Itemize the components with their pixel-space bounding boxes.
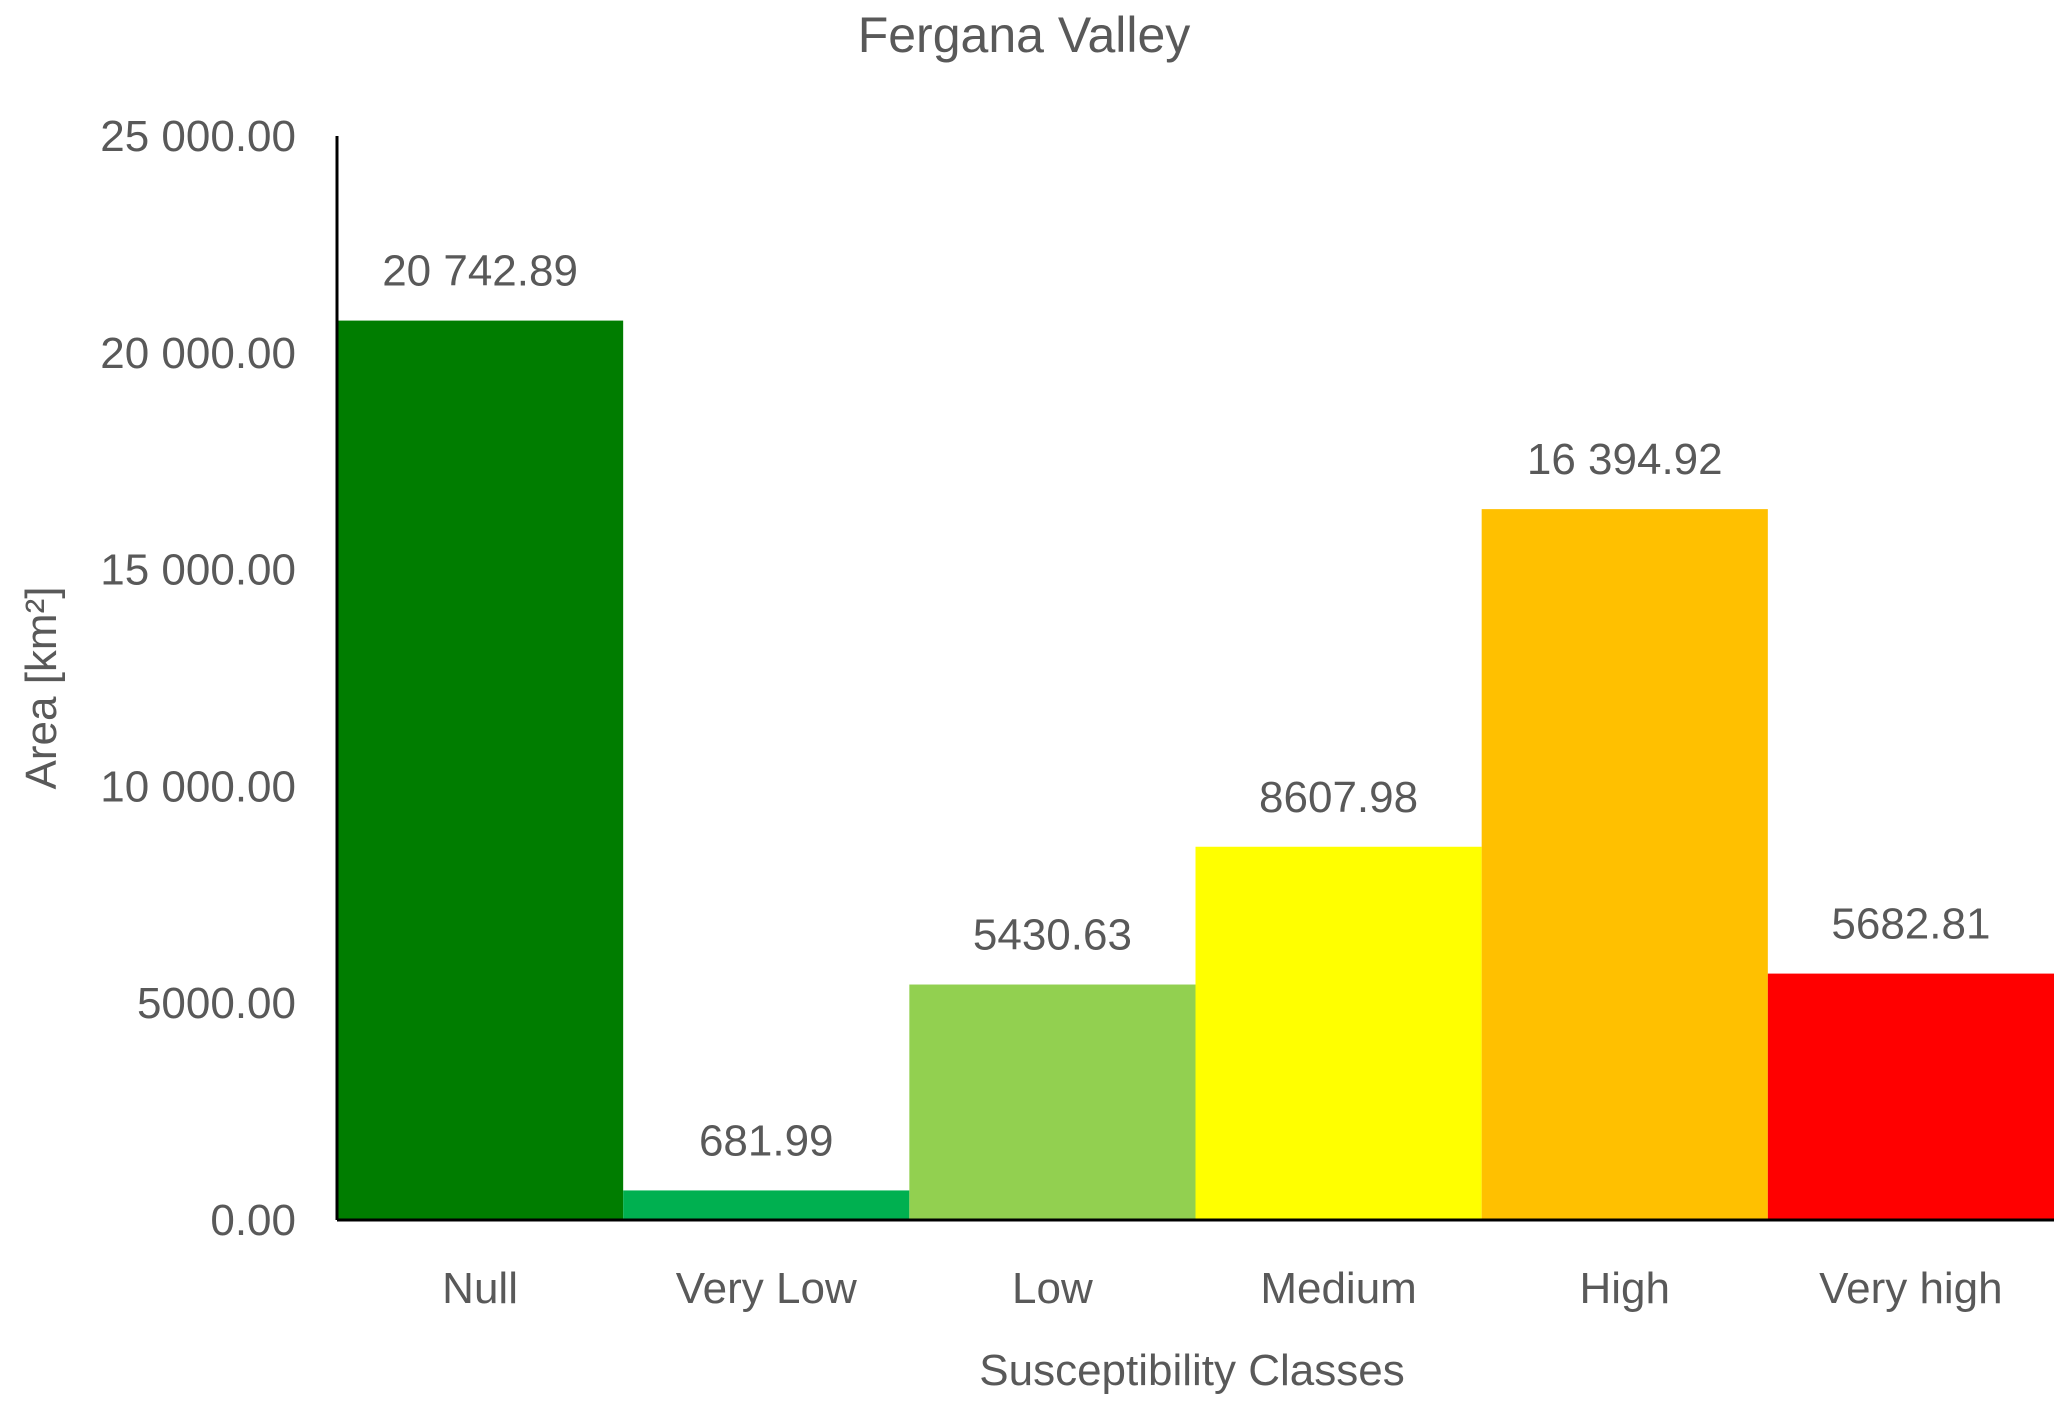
data-label-low: 5430.63 <box>973 911 1132 960</box>
y-axis-title: Area [km²] <box>17 587 66 790</box>
y-tick-label: 5000.00 <box>137 979 296 1028</box>
data-label-null: 20 742.89 <box>382 247 578 296</box>
x-tick-label-medium: Medium <box>1260 1264 1417 1313</box>
bar-low <box>909 984 1196 1220</box>
y-tick-label: 10 000.00 <box>100 762 296 811</box>
y-tick-label: 20 000.00 <box>100 329 296 378</box>
data-labels-layer: 20 742.89 681.99 5430.63 8607.98 16 394.92 56… <box>382 247 1990 1166</box>
x-axis-title: Susceptibility Classes <box>979 1346 1405 1395</box>
x-tick-label-null: Null <box>442 1264 518 1313</box>
y-tick-label: 25 000.00 <box>100 112 296 161</box>
bar-null <box>337 320 624 1221</box>
bar-high <box>1481 509 1768 1220</box>
x-tick-labels: Null Very Low Low Medium High Very high <box>442 1264 2002 1313</box>
y-tick-label: 15 000.00 <box>100 546 296 595</box>
y-tick-label: 0.00 <box>210 1196 296 1245</box>
x-tick-label-very-high: Very high <box>1819 1264 2002 1313</box>
data-label-high: 16 394.92 <box>1527 435 1723 484</box>
x-tick-label-high: High <box>1580 1264 1671 1313</box>
y-tick-labels: 0.00 5000.00 10 000.00 15 000.00 20 000.00 25… <box>100 112 296 1245</box>
bar-medium <box>1195 846 1482 1220</box>
bars-layer <box>337 320 2054 1221</box>
x-tick-label-very-low: Very Low <box>676 1264 857 1313</box>
x-tick-label-low: Low <box>1012 1264 1093 1313</box>
data-label-very-high: 5682.81 <box>1831 900 1990 949</box>
bar-very-high <box>1767 973 2054 1220</box>
chart-title: Fergana Valley <box>858 7 1191 63</box>
data-label-medium: 8607.98 <box>1259 773 1418 822</box>
bar-very-low <box>623 1190 910 1220</box>
data-label-very-low: 681.99 <box>699 1116 834 1165</box>
